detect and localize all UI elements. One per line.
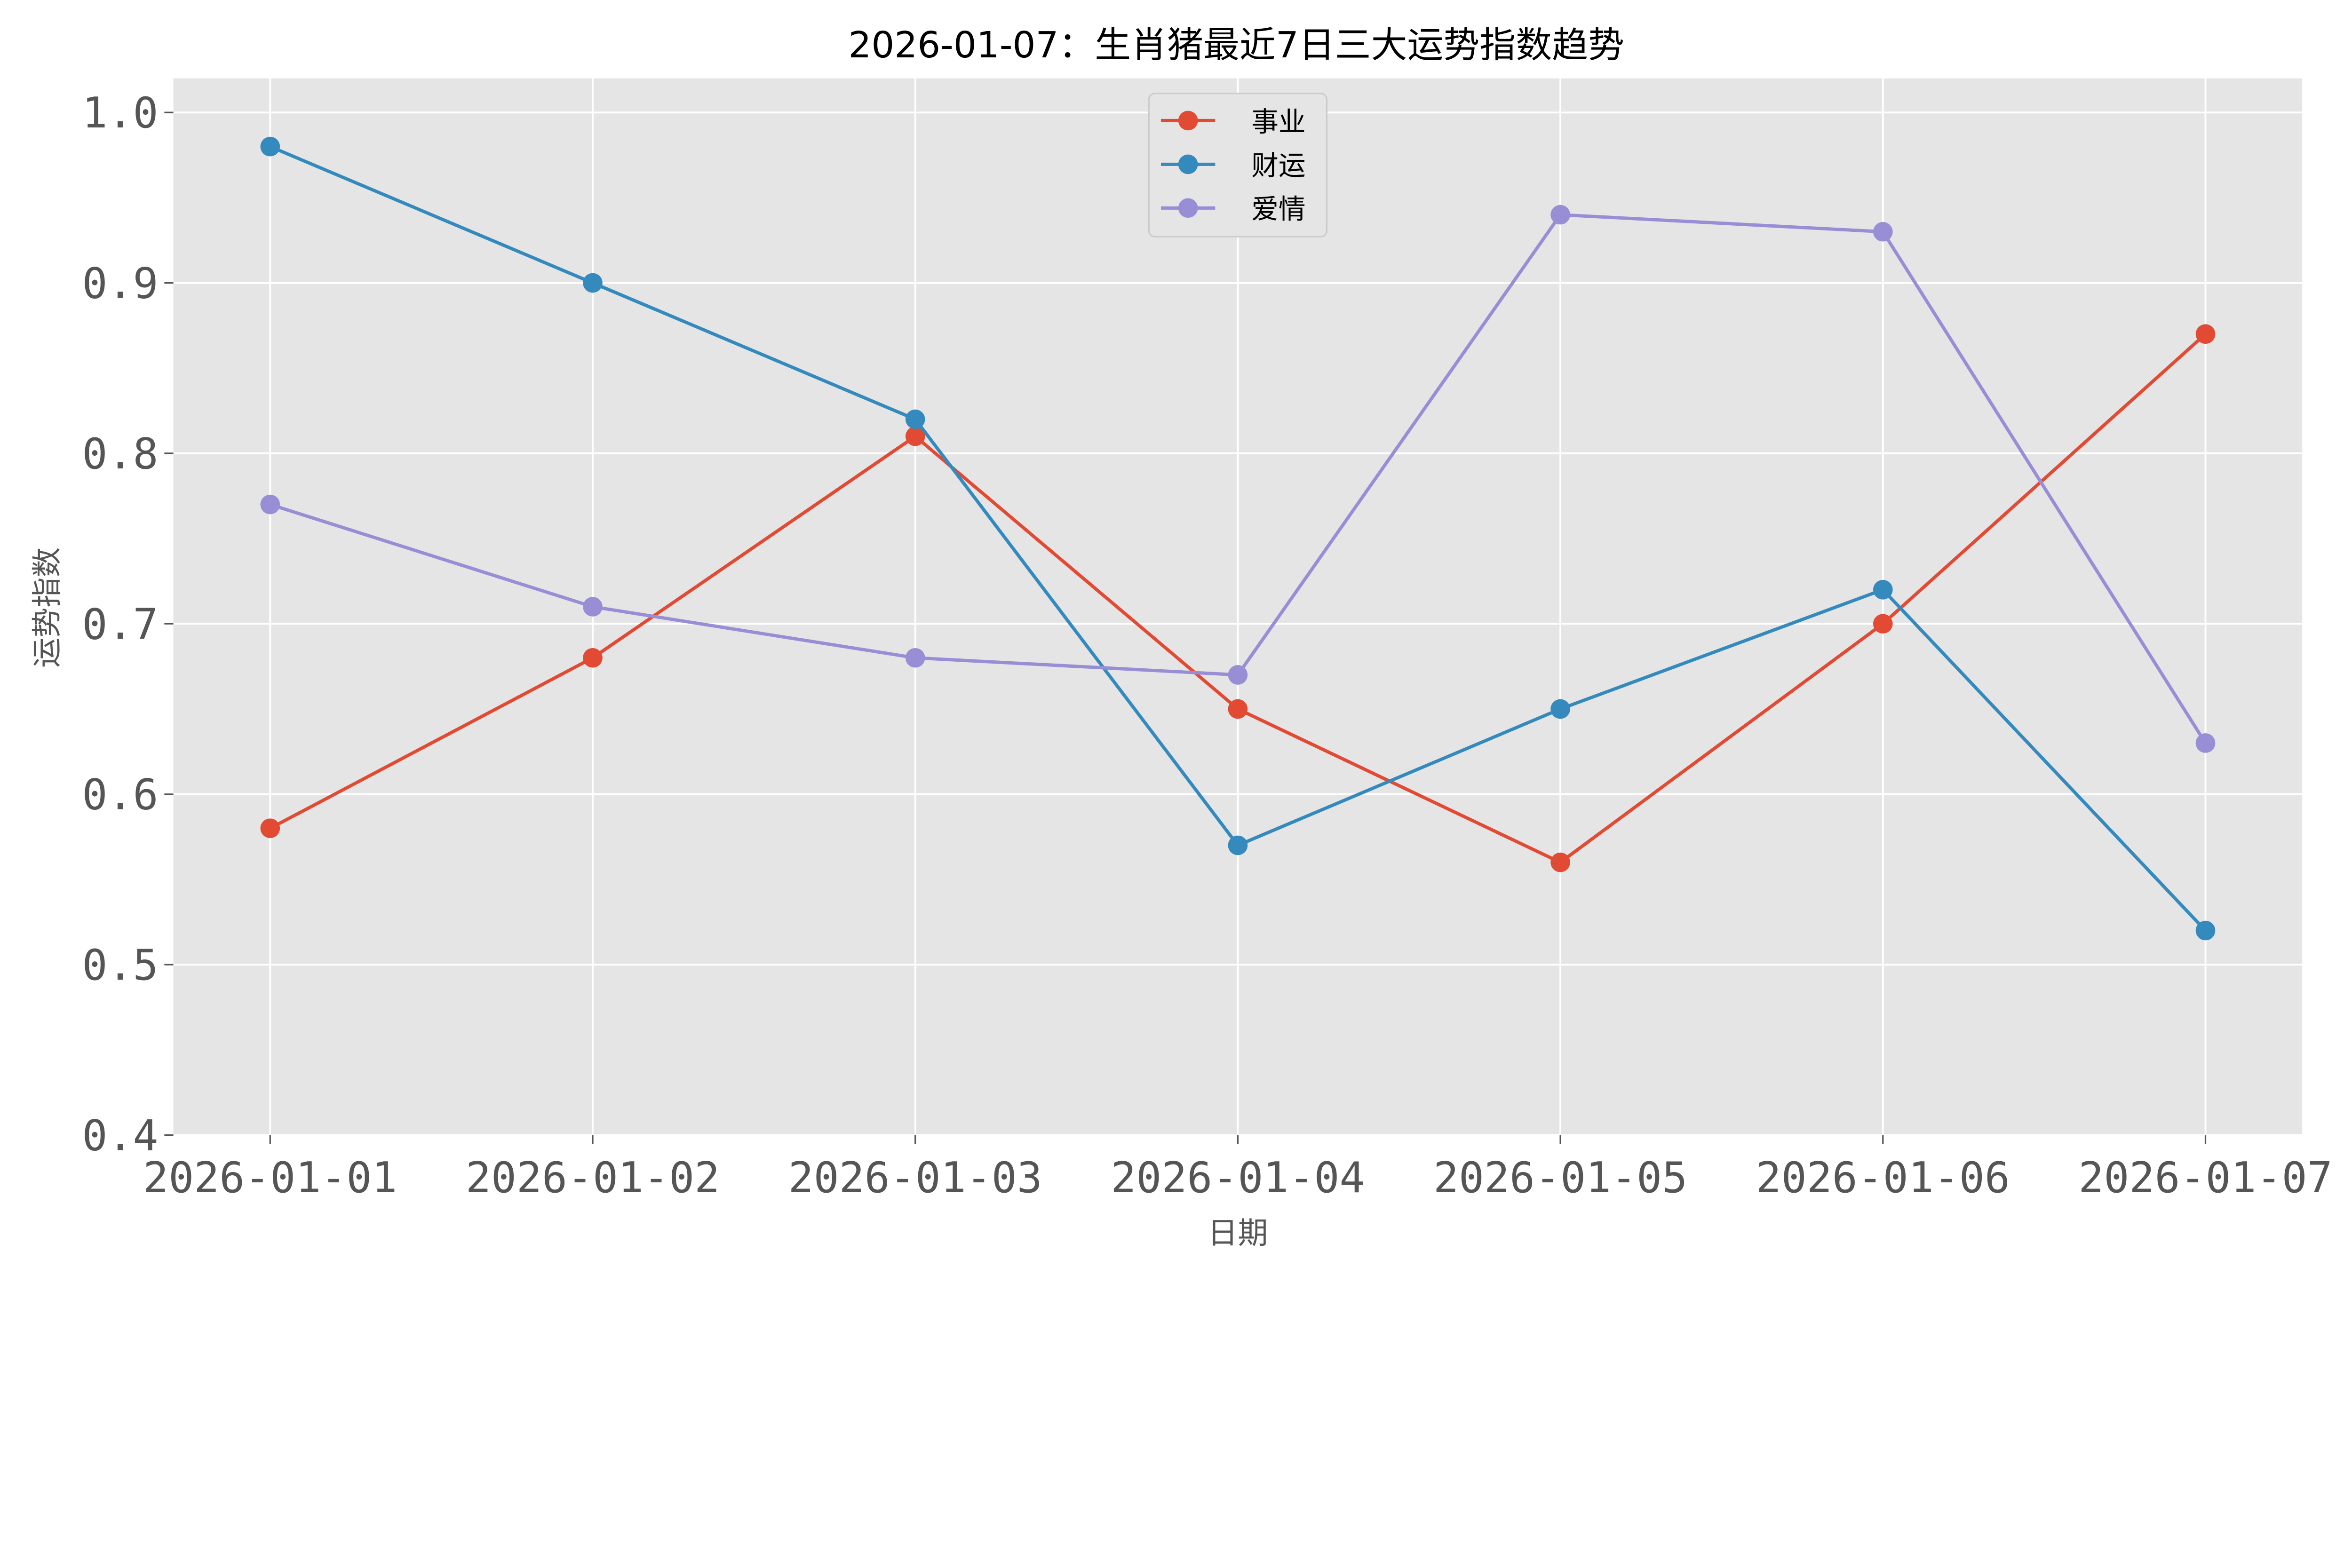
y-tick-label: 0.7: [82, 600, 158, 649]
data-point: [583, 597, 603, 617]
x-tick-label: 2026-01-05: [1433, 1154, 1687, 1203]
data-point: [2195, 920, 2216, 941]
y-tick-label: 1.0: [82, 89, 158, 138]
grid: [173, 78, 2303, 1136]
y-tick-label: 0.5: [82, 941, 158, 990]
legend-marker: [1178, 198, 1198, 218]
data-point: [1873, 579, 1893, 600]
data-point: [1228, 665, 1248, 685]
legend-label: 爱情: [1251, 193, 1305, 225]
series-0: [260, 324, 2216, 872]
legend-marker: [1178, 111, 1198, 131]
data-point: [1873, 614, 1893, 634]
data-point: [583, 273, 603, 293]
chart-title: 2026-01-07：生肖猪最近7日三大运势指数趋势: [848, 24, 1624, 66]
data-point: [1550, 205, 1570, 225]
y-tick-label: 0.4: [82, 1112, 158, 1161]
y-tick-label: 0.9: [82, 260, 158, 309]
data-point: [905, 648, 925, 668]
series-1: [260, 136, 2216, 941]
x-tick-label: 2026-01-07: [2078, 1154, 2332, 1203]
data-point: [260, 136, 280, 157]
data-point: [2195, 733, 2216, 753]
data-point: [260, 494, 280, 515]
legend-marker: [1178, 154, 1198, 174]
legend-label: 事业: [1251, 106, 1305, 138]
series-2: [260, 205, 2216, 753]
data-point: [260, 818, 280, 838]
x-tick-label: 2026-01-04: [1111, 1154, 1365, 1203]
x-tick-label: 2026-01-03: [788, 1154, 1042, 1203]
data-point: [1228, 835, 1248, 855]
data-point: [1550, 852, 1570, 872]
data-point: [1550, 699, 1570, 719]
x-tick-label: 2026-01-01: [143, 1154, 397, 1203]
data-point: [1873, 222, 1893, 242]
x-axis: 2026-01-01 2026-01-02 2026-01-03 2026-01-04…: [143, 1135, 2333, 1203]
legend-label: 财运: [1251, 150, 1305, 182]
y-tick-label: 0.6: [82, 771, 158, 820]
line-chart: 2026-01-07：生肖猪最近7日三大运势指数趋势 0.40.50.60.70…: [30, 24, 2333, 1251]
y-tick-label: 0.8: [82, 430, 158, 479]
data-point: [905, 426, 925, 446]
x-tick-label: 2026-01-06: [1756, 1154, 2010, 1203]
data-point: [905, 409, 925, 429]
data-point: [583, 648, 603, 668]
y-axis-label: 运势指数: [30, 547, 65, 667]
data-point: [2195, 324, 2216, 344]
data-point: [1228, 699, 1248, 719]
x-tick-label: 2026-01-02: [466, 1154, 720, 1203]
x-axis-label: 日期: [1208, 1216, 1268, 1251]
y-axis: 0.4 0.5 0.6 0.7 0.8 0.9 1.0: [82, 89, 174, 1161]
series-group: [260, 136, 2216, 941]
